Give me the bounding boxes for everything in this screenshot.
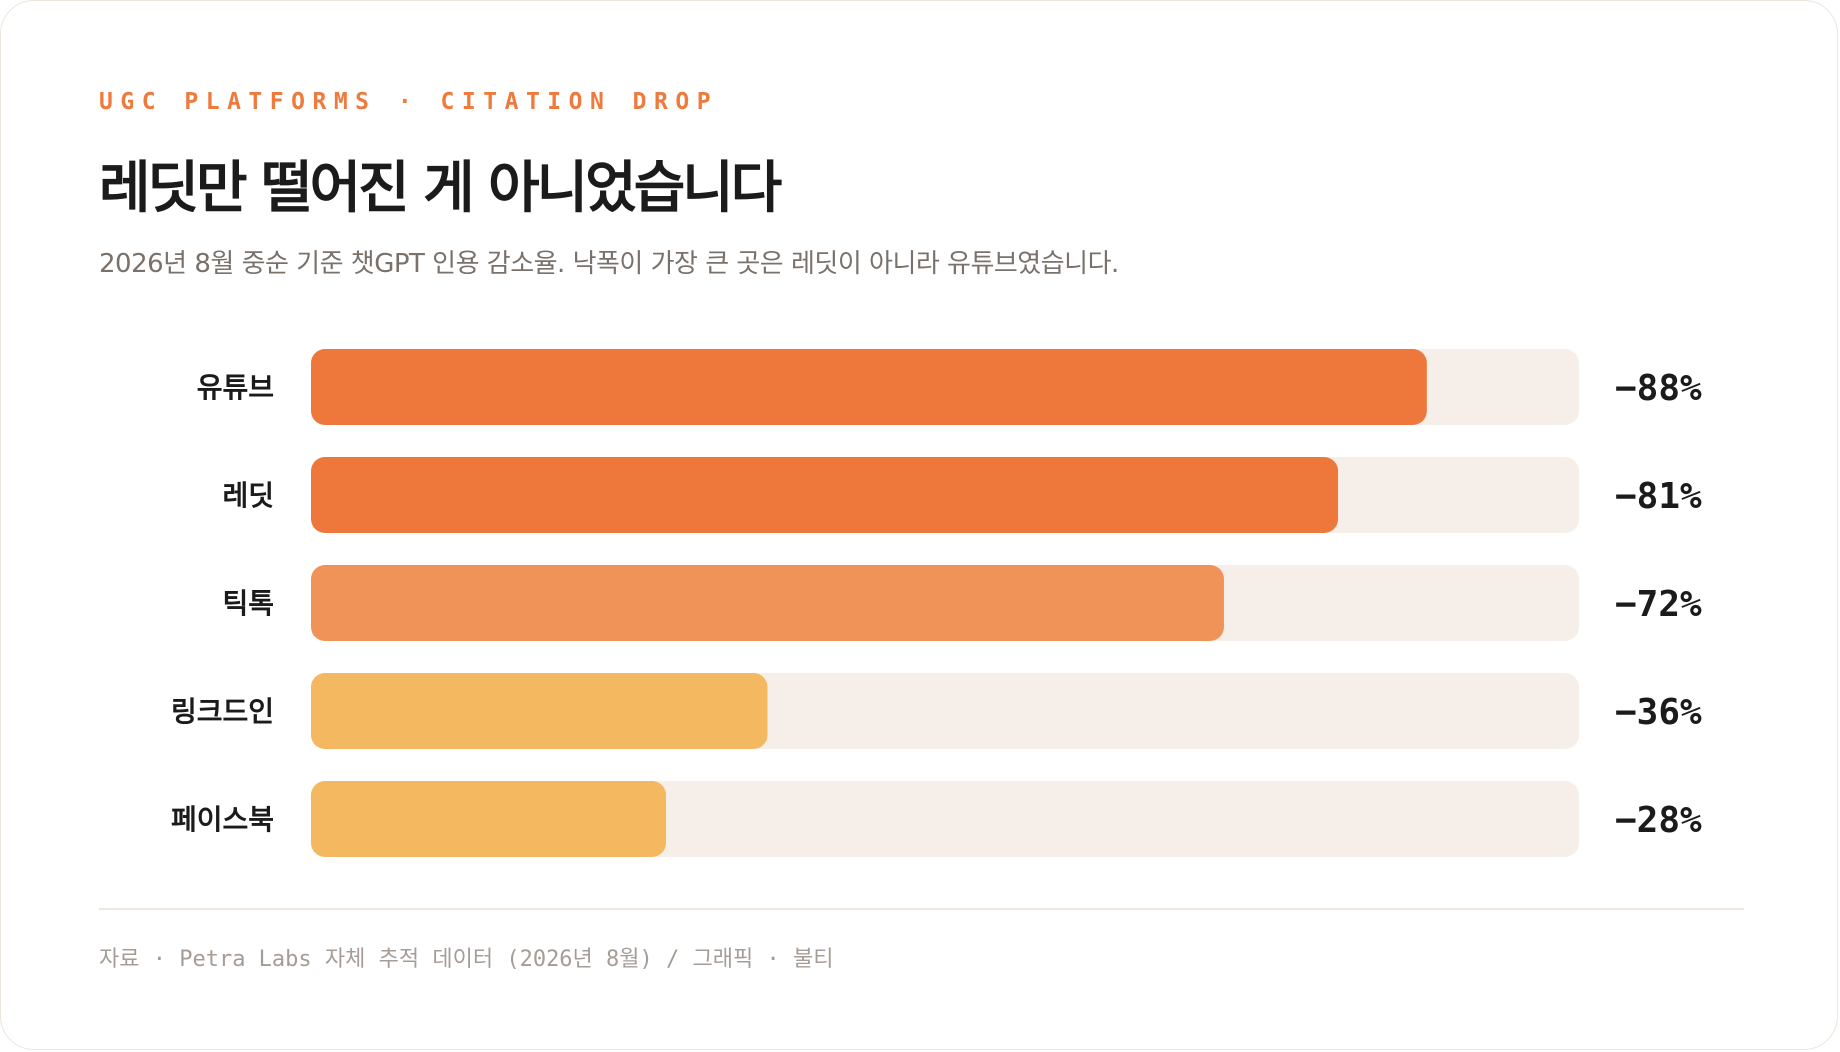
bars-layer: 유튜브 −88% 레딧 −81% 틱톡 −72% 링크드인 −36% 페이스북 −28% — [171, 349, 1702, 857]
eyebrow-label: UGC PLATFORMS · CITATION DROP — [99, 89, 719, 115]
bar — [311, 781, 667, 857]
category-label: 틱톡 — [222, 587, 274, 620]
category-label: 레딧 — [222, 479, 274, 512]
value-label: −72% — [1615, 584, 1702, 625]
bar — [311, 565, 1224, 641]
bar — [311, 673, 768, 749]
value-label: −88% — [1615, 368, 1702, 409]
chart-title: 레딧만 떨어진 게 아니었습니다 — [99, 156, 782, 221]
category-label: 페이스북 — [171, 803, 274, 836]
value-label: −81% — [1615, 476, 1702, 517]
bar — [311, 457, 1339, 533]
category-label: 링크드인 — [171, 695, 274, 728]
value-label: −28% — [1615, 800, 1702, 841]
chart-subtitle: 2026년 8월 중순 기준 챗GPT 인용 감소율. 낙폭이 가장 큰 곳은 … — [99, 249, 1119, 279]
category-label: 유튜브 — [197, 371, 274, 404]
value-label: −36% — [1615, 692, 1702, 733]
source-footnote: 자료 · Petra Labs 자체 추적 데이터 (2026년 8월) / 그… — [99, 947, 834, 972]
footer-divider — [99, 908, 1744, 910]
bar — [311, 349, 1427, 425]
